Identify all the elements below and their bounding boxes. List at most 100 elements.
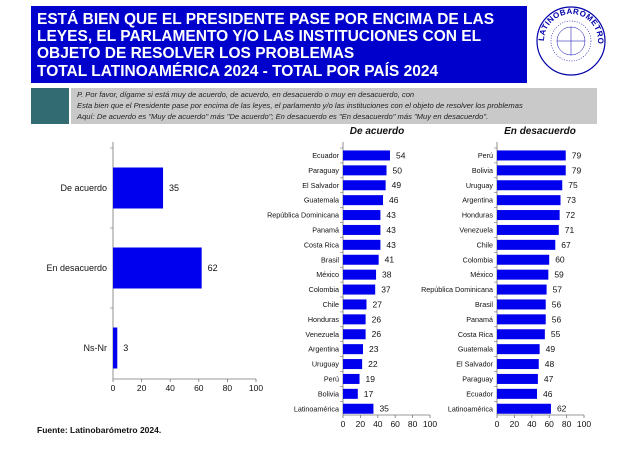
category-label: Panamá xyxy=(312,225,339,234)
bar xyxy=(343,150,390,161)
question-accent xyxy=(31,88,69,124)
category-label: Honduras xyxy=(462,211,494,220)
x-tick-label: 80 xyxy=(408,419,418,429)
category-label: Costa Rica xyxy=(304,240,339,249)
x-tick-label: 60 xyxy=(194,383,204,393)
bar xyxy=(497,210,560,221)
category-label: Venezuela xyxy=(305,330,339,339)
category-label: Guatemala xyxy=(458,345,493,354)
value-label: 38 xyxy=(382,270,392,280)
category-label: En desacuerdo xyxy=(46,263,107,273)
bar xyxy=(497,224,559,235)
subtitle: TOTAL LATINOAMÉRICA 2024 - TOTAL POR PAÍ… xyxy=(37,63,439,80)
chart-title: De acuerdo xyxy=(350,126,404,137)
category-label: República Dominicana xyxy=(421,285,493,294)
bar xyxy=(343,359,363,370)
value-label: 67 xyxy=(561,240,571,250)
bar xyxy=(497,388,538,399)
bar xyxy=(113,247,202,289)
bar xyxy=(497,299,546,310)
value-label: 22 xyxy=(368,359,378,369)
title-line-1: ESTÁ BIEN QUE EL PRESIDENTE PASE POR ENC… xyxy=(37,11,495,28)
bar xyxy=(497,195,561,206)
question-box: P. Por favor, dígame si está muy de acue… xyxy=(31,88,597,124)
value-label: 79 xyxy=(572,150,582,160)
category-label: Perú xyxy=(324,374,339,383)
category-label: México xyxy=(470,270,493,279)
category-label: Uruguay xyxy=(312,360,340,369)
value-label: 47 xyxy=(544,374,554,384)
x-tick-label: 20 xyxy=(356,419,366,429)
category-label: El Salvador xyxy=(456,360,493,369)
category-label: Perú xyxy=(478,151,493,160)
category-label: Brasil xyxy=(475,300,493,309)
value-label: 49 xyxy=(392,180,402,190)
value-label: 43 xyxy=(386,240,396,250)
x-tick-label: 0 xyxy=(111,383,116,393)
bar xyxy=(343,239,381,250)
category-label: Colombia xyxy=(309,285,339,294)
value-label: 26 xyxy=(372,314,382,324)
category-label: Honduras xyxy=(308,315,340,324)
bar xyxy=(343,224,381,235)
bar xyxy=(497,150,566,161)
value-label: 60 xyxy=(555,255,565,265)
bar xyxy=(343,269,377,280)
bar xyxy=(343,373,360,384)
bar xyxy=(497,359,539,370)
bar xyxy=(497,403,551,414)
bar xyxy=(343,388,358,399)
value-label: 57 xyxy=(553,285,563,295)
bar xyxy=(343,165,387,176)
value-label: 56 xyxy=(552,299,562,309)
category-label: De acuerdo xyxy=(60,183,107,193)
bar xyxy=(497,329,545,340)
x-tick-label: 20 xyxy=(510,419,520,429)
bar xyxy=(497,284,547,295)
bar xyxy=(343,299,367,310)
category-label: Chile xyxy=(477,240,493,249)
value-label: 59 xyxy=(554,270,564,280)
x-tick-label: 100 xyxy=(249,383,263,393)
chart-0: 0 20 40 60 80 100 De acuerdo 35 En desacuerdo 62 N… xyxy=(46,142,263,393)
category-label: Latinoamérica xyxy=(294,404,339,413)
value-label: 23 xyxy=(369,344,379,354)
category-label: Guatemala xyxy=(304,196,339,205)
bar xyxy=(497,165,566,176)
value-label: 56 xyxy=(552,314,562,324)
value-label: 50 xyxy=(393,165,403,175)
source-note: Fuente: Latinobarómetro 2024. xyxy=(37,425,162,435)
charts-svg: 0 20 40 60 80 100 De acuerdo 35 En desacuerdo 62 N… xyxy=(46,126,591,429)
category-label: México xyxy=(316,270,339,279)
value-label: 43 xyxy=(386,225,396,235)
value-label: 27 xyxy=(372,299,382,309)
category-label: Uruguay xyxy=(466,181,494,190)
value-label: 71 xyxy=(565,225,575,235)
x-tick-label: 0 xyxy=(495,419,500,429)
category-label: Bolivia xyxy=(472,166,493,175)
bar xyxy=(343,210,381,221)
x-tick-label: 60 xyxy=(544,419,554,429)
value-label: 26 xyxy=(372,329,382,339)
value-label: 72 xyxy=(566,210,576,220)
category-label: Argentina xyxy=(462,196,493,205)
value-label: 46 xyxy=(543,389,553,399)
value-label: 62 xyxy=(208,263,218,273)
value-label: 49 xyxy=(546,344,556,354)
category-label: Argentina xyxy=(308,345,339,354)
value-label: 54 xyxy=(396,150,406,160)
category-label: Colombia xyxy=(463,255,493,264)
x-tick-label: 40 xyxy=(165,383,175,393)
bar xyxy=(343,180,386,191)
category-label: Venezuela xyxy=(459,225,493,234)
bar xyxy=(497,269,549,280)
title-banner: ESTÁ BIEN QUE EL PRESIDENTE PASE POR ENC… xyxy=(31,6,527,83)
category-label: Brasil xyxy=(321,255,339,264)
category-label: Chile xyxy=(323,300,339,309)
category-label: Paraguay xyxy=(308,166,339,175)
value-label: 3 xyxy=(123,343,128,353)
x-tick-label: 80 xyxy=(223,383,233,393)
value-label: 37 xyxy=(381,285,391,295)
value-label: 73 xyxy=(567,195,577,205)
chart-1: De acuerdo 0 20 40 60 80 100 Ecuador 54 Paraguay 5… xyxy=(267,126,437,429)
